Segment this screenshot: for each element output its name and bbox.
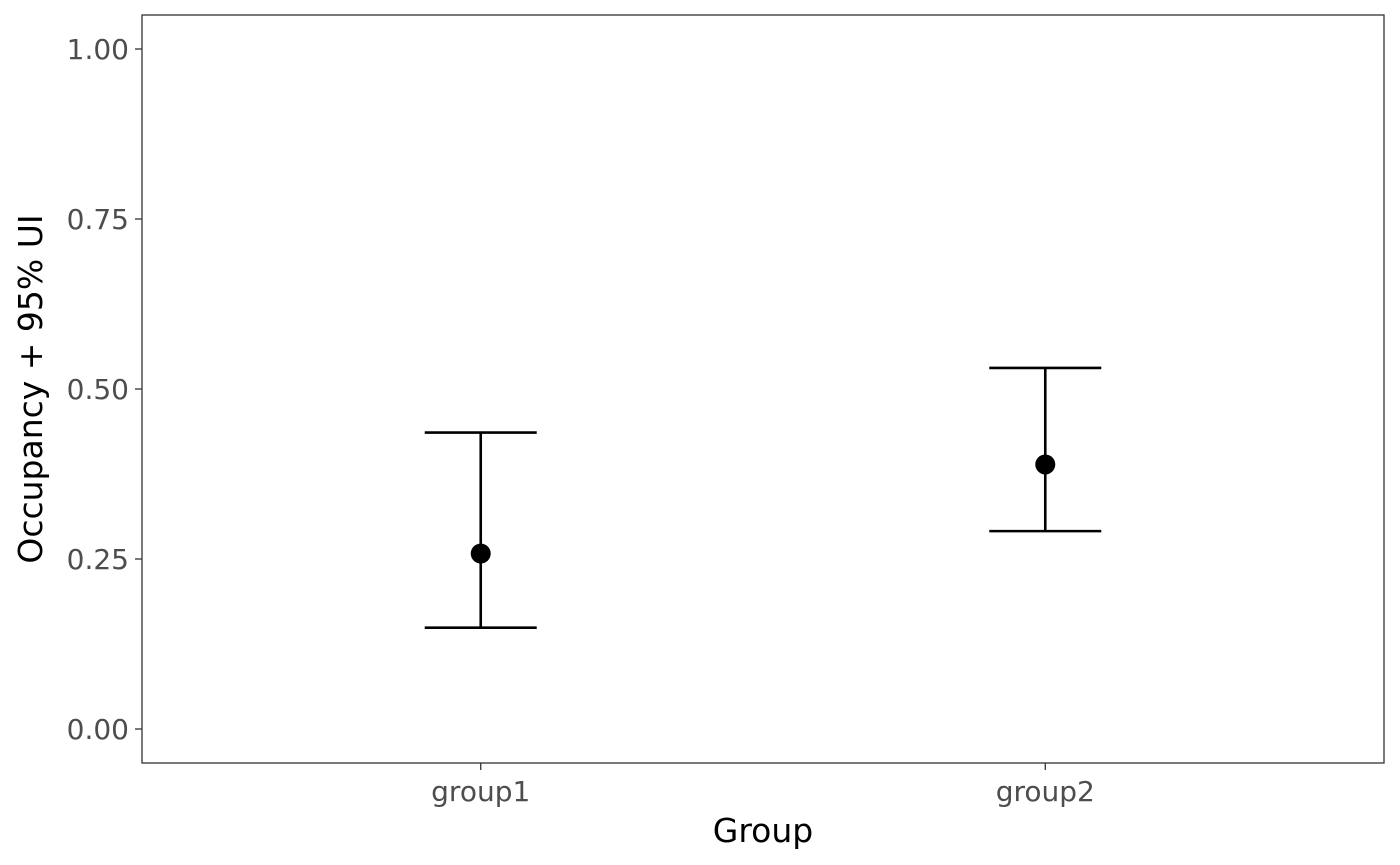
errorbar-group2 (989, 366, 1102, 533)
y-tick-label: 0.00 (67, 713, 129, 746)
estimate-point (470, 543, 491, 564)
estimate-point (1035, 454, 1056, 475)
y-tick-label: 0.75 (67, 203, 129, 236)
errorbar-group1 (424, 431, 537, 629)
y-tick-label: 1.00 (67, 33, 129, 66)
y-tick-label: 0.50 (67, 373, 129, 406)
marks (424, 366, 1102, 629)
y-axis: 0.00 0.25 0.50 0.75 1.00 (67, 33, 142, 746)
x-axis: group1 group2 (431, 763, 1095, 808)
y-tick-label: 0.25 (67, 543, 129, 576)
plot-panel (141, 14, 1385, 764)
x-tick-label: group1 (431, 775, 530, 808)
x-axis-title: Group (713, 811, 813, 850)
y-axis-title: Occupancy + 95% UI (11, 214, 50, 563)
x-tick-label: group2 (996, 775, 1095, 808)
